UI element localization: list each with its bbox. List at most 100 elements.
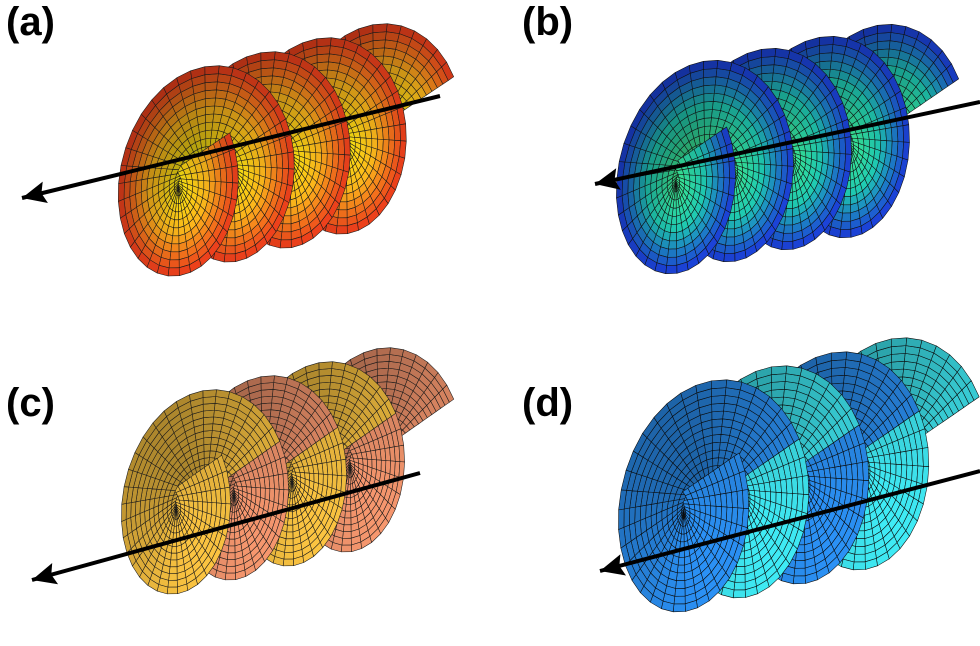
mesh-cell	[287, 151, 295, 170]
mesh-cell	[902, 124, 910, 143]
mesh-cell	[343, 517, 352, 526]
mesh-cell	[399, 140, 407, 159]
mesh-cell	[260, 375, 275, 384]
mesh-cell	[877, 40, 891, 50]
mesh-cell	[703, 76, 717, 86]
mesh-cell	[260, 487, 266, 500]
mesh-cell	[135, 179, 143, 195]
mesh-cell	[376, 354, 391, 363]
mesh-cell	[344, 510, 352, 519]
mesh-cell	[318, 368, 333, 377]
mesh-cell	[844, 136, 852, 155]
mesh-cell	[830, 87, 843, 107]
mesh-cell	[728, 160, 736, 179]
mesh-cell	[621, 177, 629, 196]
helicoid-diagram-a	[21, 23, 454, 277]
mesh-cell	[340, 544, 352, 553]
mesh-cell	[376, 459, 382, 472]
mesh-cell	[340, 475, 347, 493]
mesh-cell	[260, 51, 276, 61]
mesh-cell	[877, 24, 893, 34]
mesh-cell	[780, 149, 788, 167]
axis-arrow-line	[21, 94, 441, 200]
mesh-cell	[946, 63, 959, 83]
mesh-cell	[319, 381, 331, 390]
mesh-cell	[316, 45, 331, 55]
mesh-cell	[284, 545, 294, 553]
mesh-cell	[281, 152, 289, 169]
mesh-cell	[896, 125, 904, 143]
mesh-cell	[223, 253, 236, 263]
mesh-cell	[321, 152, 328, 166]
mesh-cell	[118, 182, 125, 202]
mesh-cell	[265, 166, 272, 180]
mesh-cell	[782, 232, 794, 242]
helicoid-diagram-c	[31, 347, 455, 595]
mesh-cell	[260, 75, 273, 85]
mesh-cell	[226, 559, 236, 567]
arrowhead-icon	[595, 168, 621, 190]
mesh-cell	[844, 153, 852, 173]
mesh-cell	[819, 44, 834, 54]
mesh-cell	[169, 251, 180, 261]
mesh-cell	[839, 228, 852, 238]
mesh-cell	[282, 489, 289, 507]
mesh-cell	[335, 225, 348, 235]
mesh-cell	[280, 231, 292, 241]
helicoid-turn	[118, 65, 286, 277]
mesh-cell	[341, 537, 352, 546]
mesh-cell	[260, 67, 274, 77]
mesh-cell	[261, 402, 272, 411]
mesh-cell	[377, 138, 384, 152]
mesh-cell	[322, 473, 329, 487]
mesh-cell	[885, 140, 893, 155]
mesh-cell	[340, 458, 347, 477]
mesh-cell	[399, 123, 407, 142]
mesh-cell	[398, 444, 405, 463]
mesh-cell	[287, 168, 295, 187]
mesh-cell	[336, 217, 348, 227]
mesh-cell	[329, 89, 342, 109]
mesh-cell	[389, 347, 404, 357]
mesh-cell	[387, 125, 396, 141]
mesh-cell	[761, 56, 776, 66]
mesh-cell	[372, 23, 388, 33]
mesh-cell	[774, 48, 791, 59]
mesh-cell	[880, 140, 887, 153]
mesh-cell	[442, 384, 455, 403]
mesh-cell	[227, 545, 236, 554]
mesh-cell	[275, 153, 284, 169]
mesh-cell	[260, 382, 275, 391]
helicoid-turn	[616, 60, 785, 274]
mesh-cell	[819, 52, 833, 62]
mesh-cell	[386, 23, 402, 34]
mesh-cell	[231, 182, 239, 201]
mesh-cell	[384, 398, 397, 417]
mesh-cell	[204, 65, 220, 75]
mesh-cell	[385, 75, 398, 95]
mesh-cell	[260, 59, 275, 69]
panel-label-b: (b)	[522, 0, 574, 44]
mesh-cell	[703, 60, 719, 70]
mesh-cell	[786, 148, 794, 167]
mesh-cell	[786, 165, 794, 185]
mesh-cell	[170, 243, 180, 253]
mesh-cell	[840, 220, 852, 230]
mesh-cell	[225, 565, 236, 574]
mesh-cell	[877, 32, 892, 42]
mesh-cell	[227, 552, 236, 560]
mesh-cell	[727, 220, 735, 230]
mesh-cell	[282, 472, 289, 491]
mesh-cell	[726, 228, 735, 238]
mesh-cell	[877, 48, 890, 59]
helicoid-turn	[121, 389, 281, 595]
mesh-cell	[372, 39, 386, 49]
mesh-cell	[666, 256, 678, 266]
mesh-cell	[728, 177, 736, 197]
mesh-cell	[723, 252, 736, 262]
mesh-cell	[331, 139, 340, 155]
mesh-cell	[283, 551, 294, 560]
mesh-cell	[231, 165, 239, 184]
mesh-cell	[343, 154, 351, 173]
mesh-cell	[337, 209, 348, 219]
